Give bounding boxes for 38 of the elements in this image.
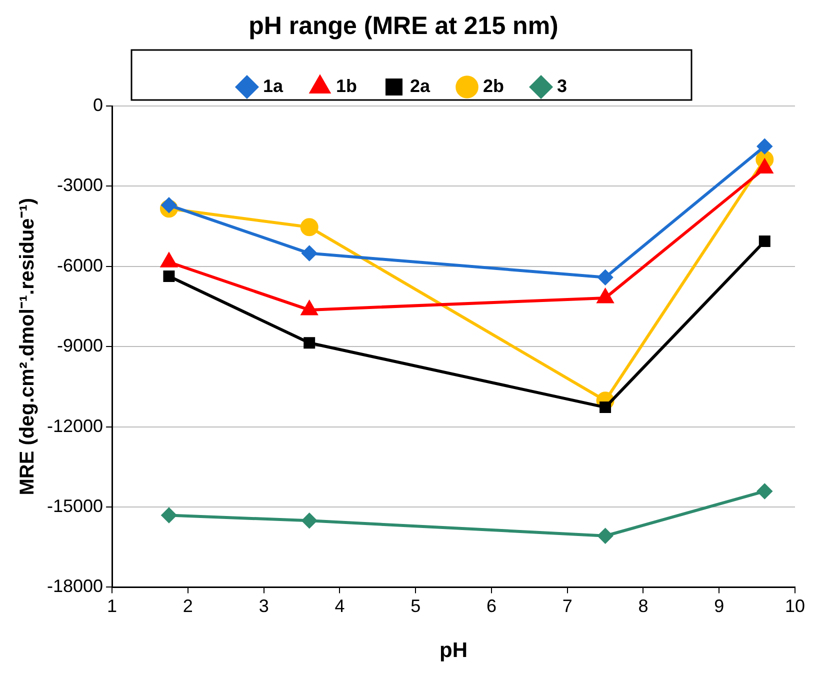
point — [304, 337, 316, 349]
point — [757, 484, 772, 499]
legend-label: 1a — [262, 76, 284, 96]
legend-label: 2b — [483, 76, 504, 96]
point — [757, 138, 772, 154]
chart-title: pH range (MRE at 215 nm) — [248, 12, 558, 40]
y-tick-label: -15000 — [46, 496, 104, 516]
y-tick-label: -18000 — [46, 576, 104, 596]
y-tick-label: -12000 — [46, 416, 104, 436]
x-tick-label: 7 — [562, 596, 572, 616]
x-tick-label: 3 — [258, 596, 269, 616]
point — [598, 270, 613, 285]
x-tick-label: 2 — [182, 596, 193, 616]
x-tick-label: 6 — [486, 596, 496, 616]
legend-label: 3 — [557, 76, 568, 96]
legend-label: 2a — [410, 76, 432, 96]
point — [600, 402, 612, 414]
x-axis-title: pH — [440, 639, 468, 662]
x-tick-label: 9 — [714, 596, 724, 616]
legend-label: 1b — [336, 76, 358, 96]
x-tick-label: 10 — [784, 596, 806, 616]
y-tick-label: 0 — [93, 94, 104, 115]
y-axis-title: MRE (deg.cm².dmol⁻¹.residue⁻¹) — [16, 198, 39, 496]
y-tick-label: -6000 — [57, 255, 104, 276]
x-tick-label: 5 — [410, 596, 421, 616]
x-tick-label: 4 — [334, 596, 345, 616]
point — [758, 236, 770, 248]
point — [598, 528, 613, 544]
point — [161, 508, 176, 523]
x-tick-label: 8 — [638, 596, 648, 616]
point — [302, 246, 317, 261]
y-tick-label: -9000 — [57, 336, 104, 356]
point — [300, 218, 318, 236]
y-tick-label: -3000 — [57, 175, 104, 196]
point — [163, 270, 175, 282]
point — [302, 513, 317, 528]
x-tick-label: 1 — [107, 596, 118, 616]
point — [161, 198, 176, 213]
